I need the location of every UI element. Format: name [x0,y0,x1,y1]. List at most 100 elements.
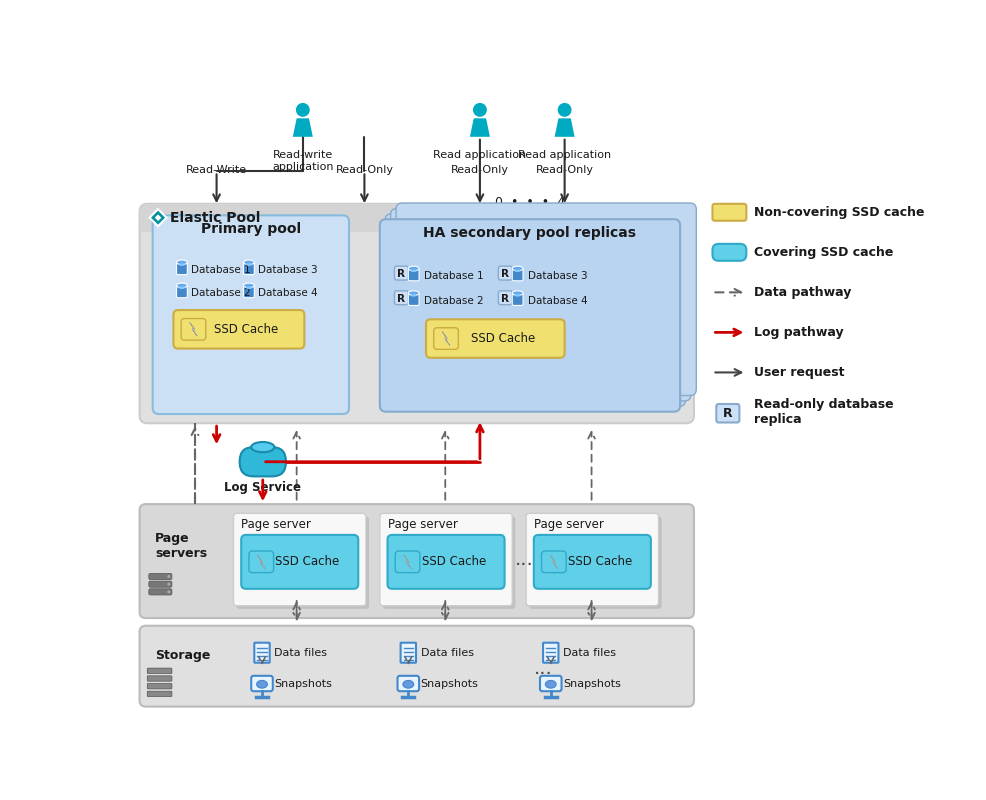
Text: R: R [501,269,510,279]
Polygon shape [403,555,411,569]
Text: Database 4: Database 4 [528,296,588,306]
FancyBboxPatch shape [240,447,286,476]
FancyBboxPatch shape [140,204,694,423]
Text: Database 1: Database 1 [424,271,483,281]
Text: SSD Cache: SSD Cache [422,555,486,568]
Ellipse shape [410,270,417,272]
FancyBboxPatch shape [387,535,505,589]
Text: R: R [723,406,733,420]
Ellipse shape [513,266,523,270]
FancyBboxPatch shape [713,204,746,221]
FancyBboxPatch shape [426,319,565,358]
Text: Read-Only: Read-Only [335,166,393,175]
Ellipse shape [246,286,252,289]
Text: R: R [397,269,405,279]
Text: Database 2: Database 2 [424,296,483,306]
FancyBboxPatch shape [394,291,408,305]
Circle shape [168,590,171,594]
FancyBboxPatch shape [147,683,172,689]
FancyBboxPatch shape [140,504,694,618]
Ellipse shape [513,291,523,295]
Circle shape [296,103,310,117]
Text: Database 2: Database 2 [191,288,250,298]
Text: R: R [501,294,510,303]
Text: Data files: Data files [421,648,473,658]
Text: Database 3: Database 3 [528,271,588,281]
Text: Read application: Read application [434,150,527,160]
Ellipse shape [246,263,252,266]
FancyBboxPatch shape [140,626,694,706]
Text: SSD Cache: SSD Cache [568,555,632,568]
FancyBboxPatch shape [513,293,523,306]
Text: Page server: Page server [533,518,603,530]
FancyBboxPatch shape [244,286,254,298]
Text: Read application: Read application [518,150,611,160]
FancyBboxPatch shape [244,262,254,274]
FancyBboxPatch shape [513,269,523,281]
Text: Database 4: Database 4 [258,288,317,298]
FancyBboxPatch shape [543,642,558,662]
Text: Read-only database
replica: Read-only database replica [754,398,893,426]
Text: Page
servers: Page servers [155,533,207,561]
FancyBboxPatch shape [153,215,349,414]
Circle shape [473,103,487,117]
FancyBboxPatch shape [394,266,408,280]
FancyBboxPatch shape [498,291,513,305]
Text: Database 3: Database 3 [258,265,317,275]
Ellipse shape [515,294,521,297]
FancyBboxPatch shape [140,218,694,231]
FancyBboxPatch shape [248,551,273,573]
FancyBboxPatch shape [540,676,562,691]
Ellipse shape [545,681,556,688]
FancyBboxPatch shape [408,293,419,306]
FancyBboxPatch shape [713,244,746,261]
FancyBboxPatch shape [397,676,419,691]
Text: SSD Cache: SSD Cache [275,555,339,568]
Text: Non-covering SSD cache: Non-covering SSD cache [754,206,925,218]
FancyBboxPatch shape [395,551,420,573]
FancyBboxPatch shape [408,269,419,281]
FancyBboxPatch shape [147,676,172,682]
FancyBboxPatch shape [149,589,172,595]
Polygon shape [550,555,558,569]
FancyBboxPatch shape [527,514,659,606]
Ellipse shape [176,283,187,288]
FancyBboxPatch shape [380,219,680,412]
FancyBboxPatch shape [396,203,696,395]
Ellipse shape [403,681,414,688]
Text: Data pathway: Data pathway [754,286,851,299]
FancyBboxPatch shape [541,551,566,573]
FancyBboxPatch shape [383,517,516,609]
Text: Page server: Page server [242,518,312,530]
FancyBboxPatch shape [529,517,662,609]
Text: Log pathway: Log pathway [754,326,844,339]
Text: 0  •  •  •  4: 0 • • • 4 [495,196,565,209]
Circle shape [168,582,171,586]
Text: Primary pool: Primary pool [201,222,301,236]
FancyBboxPatch shape [176,286,187,298]
Ellipse shape [408,291,419,295]
Text: ...: ... [533,658,552,678]
Text: Read-write
application: Read-write application [272,150,333,171]
Ellipse shape [408,266,419,270]
FancyBboxPatch shape [716,404,740,422]
FancyBboxPatch shape [174,310,305,349]
Ellipse shape [251,442,274,452]
Text: Read-Only: Read-Only [451,166,509,175]
Text: Read-Only: Read-Only [535,166,594,175]
FancyBboxPatch shape [149,574,172,579]
FancyBboxPatch shape [380,514,513,606]
Text: SSD Cache: SSD Cache [215,323,279,336]
Text: R: R [397,294,405,303]
Text: Page server: Page server [387,518,458,530]
Text: Database 1: Database 1 [191,265,250,275]
FancyBboxPatch shape [149,581,172,587]
Text: Data files: Data files [563,648,616,658]
Ellipse shape [176,260,187,265]
Ellipse shape [410,294,417,297]
FancyBboxPatch shape [533,535,651,589]
FancyBboxPatch shape [147,691,172,697]
FancyBboxPatch shape [251,676,273,691]
Text: Read-Write: Read-Write [186,166,247,175]
FancyBboxPatch shape [140,204,694,231]
